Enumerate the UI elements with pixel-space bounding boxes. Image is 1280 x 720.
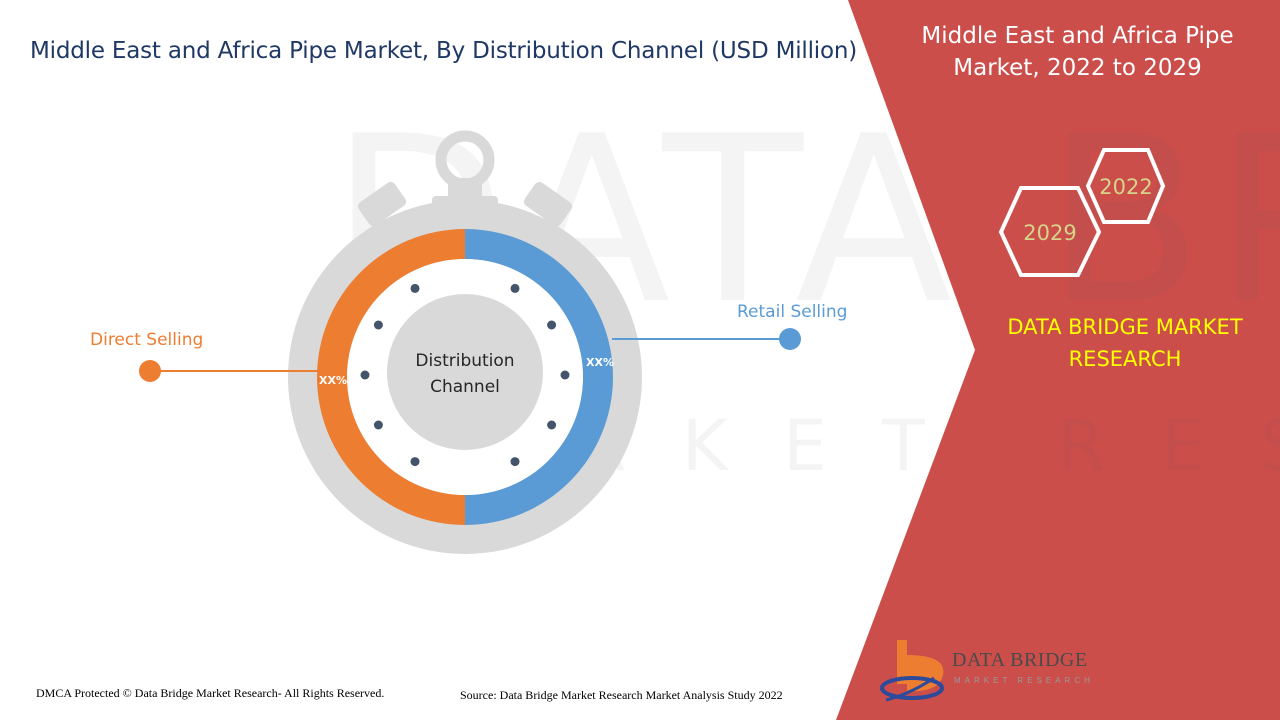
donut-chart	[317, 229, 613, 525]
legend-direct-selling: Direct Selling	[90, 330, 204, 350]
right-panel	[836, 0, 1280, 720]
dial-dot	[510, 283, 520, 293]
retail-leader-dot	[779, 328, 801, 350]
dial-dot	[547, 420, 557, 430]
dial-dot	[410, 457, 420, 467]
dial-dot	[373, 420, 383, 430]
donut-segment-retail-selling	[465, 229, 613, 525]
dial-dot	[547, 320, 557, 330]
side-panel-title: Middle East and Africa Pipe Market, 2022…	[921, 23, 1234, 81]
logo-name: DATA BRIDGE	[952, 649, 1088, 671]
direct-value-label: XX%	[319, 374, 347, 387]
center-label-line1: Distribution	[415, 351, 514, 371]
hexagon-2022	[1085, 148, 1166, 224]
logo-subtitle: MARKET RESEARCH	[954, 676, 1094, 685]
hexagon-2029	[998, 186, 1102, 277]
brand-text: DATA BRIDGE MARKET RESEARCH	[1007, 315, 1243, 371]
legend-retail-selling: Retail Selling	[737, 302, 848, 322]
logo-mark	[880, 640, 944, 702]
donut-segment-direct-selling	[317, 229, 465, 525]
retail-value-label: XX%	[586, 356, 614, 369]
dial-dot	[360, 370, 370, 380]
dial-dot	[373, 320, 383, 330]
year-2029: 2029	[1023, 221, 1076, 245]
footer-copyright: DMCA Protected © Data Bridge Market Rese…	[36, 686, 385, 700]
center-label-line2: Channel	[430, 377, 500, 397]
page-title: Middle East and Africa Pipe Market, By D…	[30, 38, 858, 64]
direct-leader-dot	[139, 360, 161, 382]
year-2022: 2022	[1099, 175, 1152, 199]
dial-dot	[560, 370, 570, 380]
footer-source: Source: Data Bridge Market Research Mark…	[460, 688, 783, 702]
dial-dots	[360, 283, 570, 467]
dial-dot	[410, 283, 420, 293]
dial-dot	[510, 457, 520, 467]
center-disc	[387, 294, 543, 450]
